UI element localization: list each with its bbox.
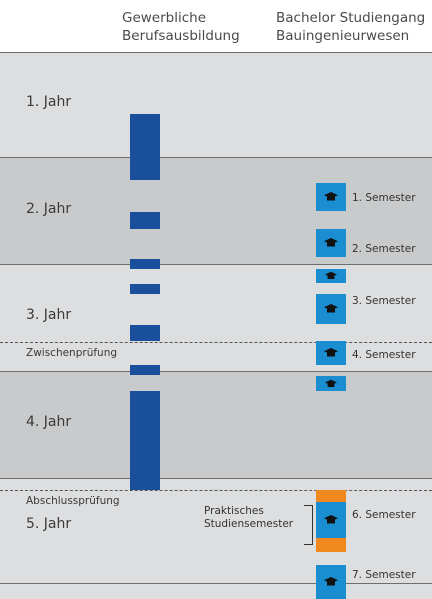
divider-line xyxy=(0,583,432,584)
column-header-training-line2: Berufsausbildung xyxy=(122,28,240,44)
year-label-2: 2. Jahr xyxy=(26,201,72,217)
final-exam-label: Abschlussprüfung xyxy=(26,495,120,507)
graduation-cap-icon xyxy=(324,304,338,313)
semester-block xyxy=(316,376,346,391)
year-label-4: 4. Jahr xyxy=(26,414,72,430)
graduation-cap-icon xyxy=(325,379,337,387)
practical-semester-label-line2: Studiensemester xyxy=(204,518,294,530)
divider-line xyxy=(0,371,432,372)
year-label-5: 5. Jahr xyxy=(26,516,72,532)
header: Gewerbliche Berufsausbildung Bachelor St… xyxy=(0,0,432,52)
column-header-bachelor-line1: Bachelor Studiengang xyxy=(276,10,426,26)
semester-block xyxy=(316,269,346,283)
final-exam-line xyxy=(0,490,432,491)
practical-semester-block xyxy=(316,490,346,502)
intermediate-exam-label: Zwischenprüfung xyxy=(26,347,118,359)
training-block xyxy=(130,365,160,375)
semester-label-6: 6. Semester xyxy=(352,509,416,521)
band-year-4 xyxy=(0,371,432,478)
training-block xyxy=(130,391,160,490)
divider-line xyxy=(0,264,432,265)
column-header-training: Gewerbliche Berufsausbildung xyxy=(122,9,240,45)
training-block xyxy=(130,259,160,269)
semester-label-4: 4. Semester xyxy=(352,349,416,361)
practical-semester-label: Praktisches Studiensemester xyxy=(204,505,293,531)
divider-line xyxy=(0,52,432,53)
semester-block xyxy=(316,502,346,538)
year-label-3: 3. Jahr xyxy=(26,307,72,323)
training-block xyxy=(130,325,160,341)
divider-line xyxy=(0,157,432,158)
band-year-2 xyxy=(0,158,432,264)
semester-block xyxy=(316,341,346,365)
semester-block xyxy=(316,229,346,257)
divider-line xyxy=(0,478,432,479)
column-header-bachelor: Bachelor Studiengang Bauingenieurwesen xyxy=(276,9,425,45)
column-header-bachelor-line2: Bauingenieurwesen xyxy=(276,28,410,44)
practical-semester-bracket xyxy=(304,505,313,545)
practical-semester-label-line1: Praktisches xyxy=(204,505,264,517)
graduation-cap-icon xyxy=(324,577,338,586)
graduation-cap-icon xyxy=(324,192,338,201)
band-year-3 xyxy=(0,264,432,371)
semester-block xyxy=(316,565,346,599)
semester-block xyxy=(316,183,346,211)
graduation-cap-icon xyxy=(324,515,338,524)
graduation-cap-icon xyxy=(324,238,338,247)
practical-semester-block xyxy=(316,538,346,552)
year-label-1: 1. Jahr xyxy=(26,94,72,110)
graduation-cap-icon xyxy=(324,348,338,357)
semester-label-2: 2. Semester xyxy=(352,243,416,255)
semester-label-1: 1. Semester xyxy=(352,192,416,204)
training-block xyxy=(130,114,160,180)
semester-label-7: 7. Semester xyxy=(352,569,416,581)
training-block xyxy=(130,284,160,294)
graduation-cap-icon xyxy=(325,271,337,279)
semester-label-3: 3. Semester xyxy=(352,295,416,307)
semester-block xyxy=(316,294,346,324)
band-year-5 xyxy=(0,478,432,599)
intermediate-exam-line xyxy=(0,342,432,343)
training-block xyxy=(130,212,160,229)
band-year-1 xyxy=(0,52,432,158)
column-header-training-line1: Gewerbliche xyxy=(122,10,207,26)
